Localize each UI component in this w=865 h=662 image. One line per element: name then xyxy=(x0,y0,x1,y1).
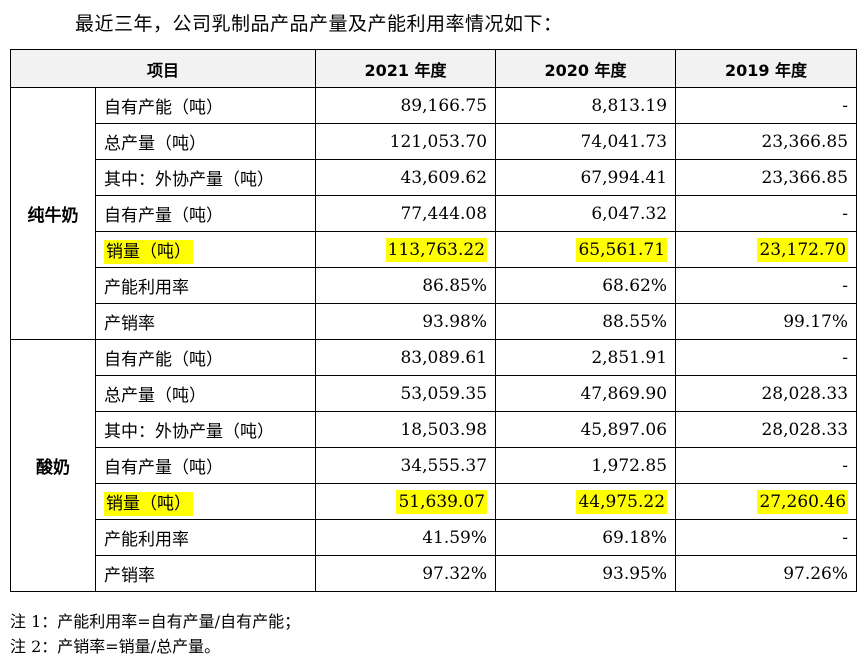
table-row: 纯牛奶 自有产能（吨） 89,166.75 8,813.19 - xyxy=(10,87,858,340)
row-label: 自有产能（吨） xyxy=(94,87,317,124)
cell-2019: 23,172.70 xyxy=(675,231,858,268)
highlight-mark: 113,763.22 xyxy=(385,237,488,262)
cell-2021: 93.98% xyxy=(315,303,497,340)
highlight-mark: 27,260.46 xyxy=(757,489,849,514)
header-2019: 2019 年度 xyxy=(675,49,858,88)
row-label: 自有产能（吨） xyxy=(94,339,317,376)
cell-2019: 99.17% xyxy=(675,303,858,340)
cell-2020: 69.18% xyxy=(495,519,677,556)
group-label-pure-milk: 纯牛奶 xyxy=(10,87,96,340)
highlight-mark: 销量（吨） xyxy=(104,240,193,264)
header-item: 项目 xyxy=(9,49,317,88)
cell-2020: 44,975.22 xyxy=(495,483,677,520)
header-2020: 2020 年度 xyxy=(495,49,677,88)
cell-2020: 65,561.71 xyxy=(495,231,677,268)
cell-2021: 89,166.75 xyxy=(315,87,497,124)
cell-2019: 28,028.33 xyxy=(675,411,858,448)
cell-2020: 2,851.91 xyxy=(495,339,677,376)
cell-2020: 8,813.19 xyxy=(495,87,677,124)
table-row: 产能利用率 86.85% 68.62% - xyxy=(11,267,858,304)
cell-2019: 23,366.85 xyxy=(675,159,858,196)
cell-2021: 43,609.62 xyxy=(315,159,497,196)
cell-2021: 77,444.08 xyxy=(315,195,497,232)
cell-2019: - xyxy=(675,267,858,304)
cell-2021: 97.32% xyxy=(315,555,497,592)
table-row: 酸奶 自有产能（吨） 83,089.61 2,851.91 - xyxy=(10,339,858,592)
cell-2021: 83,089.61 xyxy=(315,339,497,376)
cell-2019: - xyxy=(675,339,858,376)
row-label: 产能利用率 xyxy=(94,519,317,556)
cell-2020: 47,869.90 xyxy=(495,375,677,412)
table-row: 产销率 97.32% 93.95% 97.26% xyxy=(11,555,858,592)
footnote-2: 注 2：产销率=销量/总产量。 xyxy=(10,637,221,656)
table-row: 其中：外协产量（吨） 18,503.98 45,897.06 28,028.33 xyxy=(11,411,858,448)
cell-2020: 67,994.41 xyxy=(495,159,677,196)
table-row: 总产量（吨） 121,053.70 74,041.73 23,366.85 xyxy=(11,123,858,160)
cell-2019: 23,366.85 xyxy=(675,123,858,160)
table-row: 自有产量（吨） 77,444.08 6,047.32 - xyxy=(11,195,858,232)
highlight-mark: 65,561.71 xyxy=(576,237,668,262)
cell-2021: 86.85% xyxy=(315,267,497,304)
dairy-production-table: 项目 2021 年度 2020 年度 2019 年度 纯牛奶 自有产能（吨） 8… xyxy=(9,49,858,592)
cell-2021: 18,503.98 xyxy=(315,411,497,448)
table-row-highlighted: 销量（吨） 113,763.22 65,561.71 23,172.70 xyxy=(11,231,858,268)
cell-2021: 53,059.35 xyxy=(315,375,497,412)
cell-2020: 68.62% xyxy=(495,267,677,304)
footnote-1: 注 1：产能利用率=自有产量/自有产能； xyxy=(10,612,301,631)
table-row: 产能利用率 41.59% 69.18% - xyxy=(11,519,858,556)
table-row: 产销率 93.98% 88.55% 99.17% xyxy=(11,303,858,340)
group-label-yogurt: 酸奶 xyxy=(10,339,96,592)
row-label: 销量（吨） xyxy=(94,231,317,268)
cell-2021: 34,555.37 xyxy=(315,447,497,484)
cell-2021: 113,763.22 xyxy=(315,231,497,268)
cell-2020: 1,972.85 xyxy=(495,447,677,484)
header-row: 项目 2021 年度 2020 年度 2019 年度 xyxy=(9,49,858,88)
row-label: 总产量（吨） xyxy=(94,375,317,412)
cell-2021: 121,053.70 xyxy=(315,123,497,160)
cell-2019: 97.26% xyxy=(675,555,858,592)
row-label: 总产量（吨） xyxy=(94,123,317,160)
intro-text: 最近三年，公司乳制品产品产量及产能利用率情况如下： xyxy=(75,13,563,35)
row-label: 其中：外协产量（吨） xyxy=(94,411,317,448)
row-label: 产能利用率 xyxy=(94,267,317,304)
cell-2021: 51,639.07 xyxy=(315,483,497,520)
cell-2020: 93.95% xyxy=(495,555,677,592)
highlight-mark: 销量（吨） xyxy=(104,492,193,516)
table-row-highlighted: 销量（吨） 51,639.07 44,975.22 27,260.46 xyxy=(11,483,858,520)
row-label: 产销率 xyxy=(94,303,317,340)
cell-2019: - xyxy=(675,447,858,484)
cell-2020: 74,041.73 xyxy=(495,123,677,160)
cell-2019: 28,028.33 xyxy=(675,375,858,412)
footnotes: 注 1：产能利用率=自有产量/自有产能； 注 2：产销率=销量/总产量。 xyxy=(10,609,300,659)
highlight-mark: 51,639.07 xyxy=(396,489,488,514)
cell-2021: 41.59% xyxy=(315,519,497,556)
table-row: 其中：外协产量（吨） 43,609.62 67,994.41 23,366.85 xyxy=(11,159,858,196)
row-label: 自有产量（吨） xyxy=(94,195,317,232)
row-label: 其中：外协产量（吨） xyxy=(94,159,317,196)
row-label: 销量（吨） xyxy=(94,483,317,520)
row-label: 自有产量（吨） xyxy=(94,447,317,484)
cell-2020: 88.55% xyxy=(495,303,677,340)
cell-2019: - xyxy=(675,87,858,124)
cell-2020: 45,897.06 xyxy=(495,411,677,448)
cell-2019: 27,260.46 xyxy=(675,483,858,520)
highlight-mark: 23,172.70 xyxy=(757,237,849,262)
cell-2019: - xyxy=(675,195,858,232)
cell-2019: - xyxy=(675,519,858,556)
highlight-mark: 44,975.22 xyxy=(576,489,668,514)
header-2021: 2021 年度 xyxy=(315,49,497,88)
table-row: 总产量（吨） 53,059.35 47,869.90 28,028.33 xyxy=(11,375,858,412)
cell-2020: 6,047.32 xyxy=(495,195,677,232)
row-label: 产销率 xyxy=(94,555,317,592)
table-row: 自有产量（吨） 34,555.37 1,972.85 - xyxy=(11,447,858,484)
